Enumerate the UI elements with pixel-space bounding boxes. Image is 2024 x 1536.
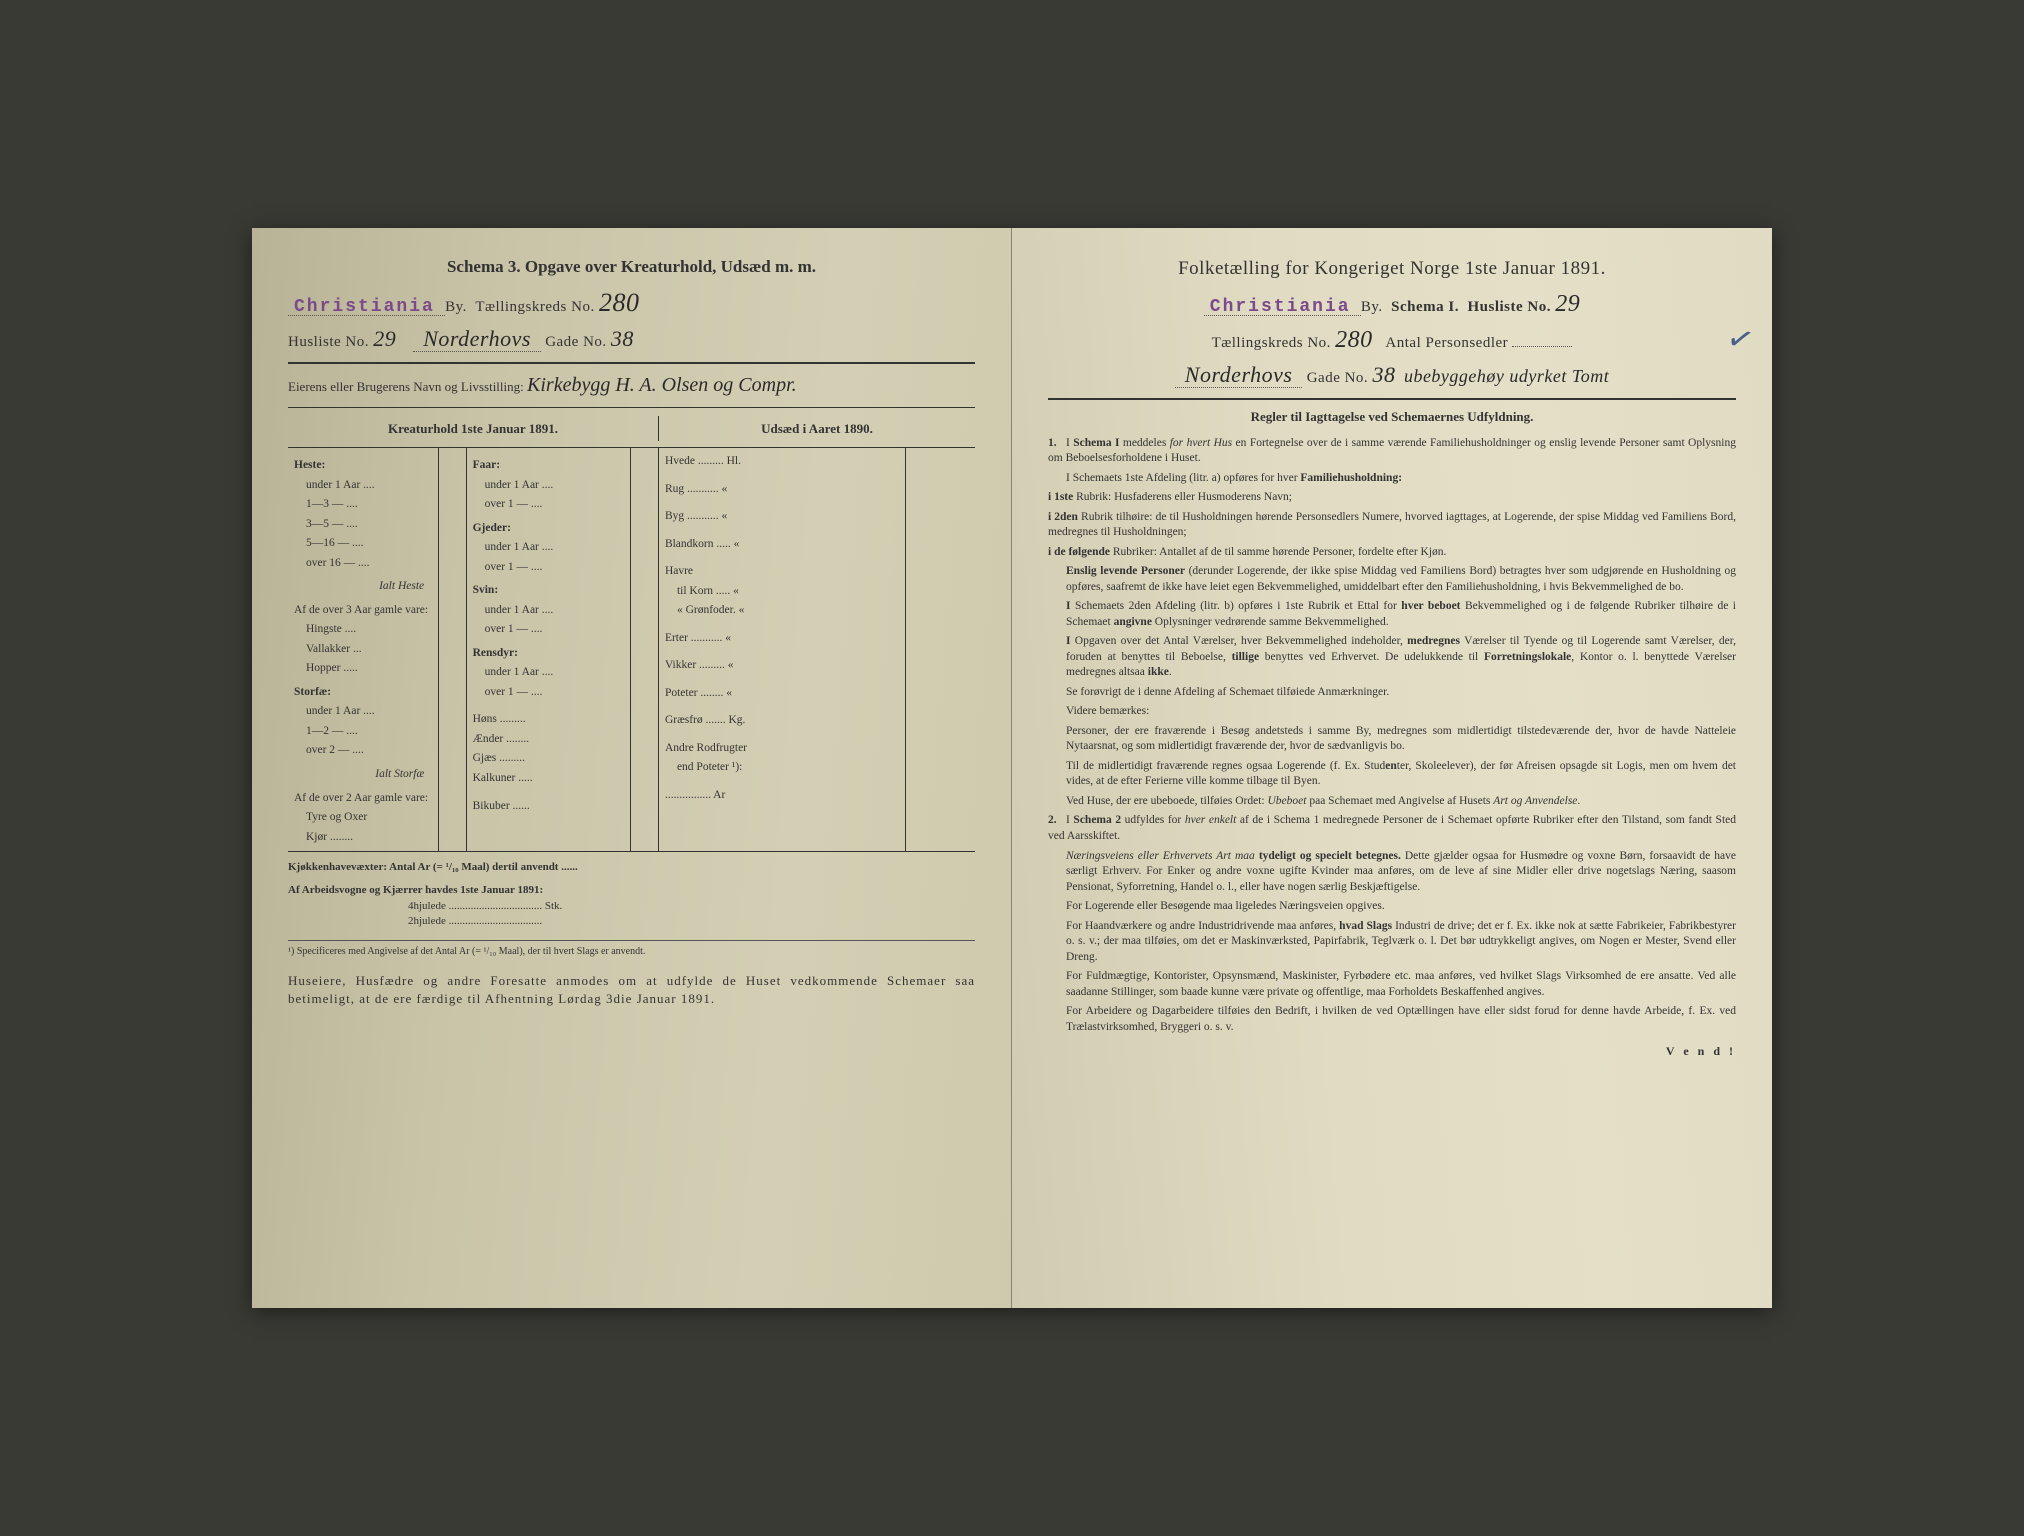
rules-title: Regler til Iagttagelse ved Schemaernes U…: [1048, 408, 1736, 426]
document-spread: Schema 3. Opgave over Kreaturhold, Udsæd…: [252, 228, 1772, 1308]
census-title: Folketælling for Kongeriget Norge 1ste J…: [1048, 256, 1736, 282]
city-stamp-left: Christiania: [294, 297, 435, 317]
col-heste: Heste: under 1 Aar .... 1—3 — .... 3—5 —…: [288, 448, 439, 851]
street-left: Norderhovs: [413, 326, 541, 352]
owner-row: Eierens eller Brugerens Navn og Livsstil…: [288, 372, 975, 399]
by-label: By.: [445, 299, 467, 315]
footnote: ¹) Specificeres med Angivelse af det Ant…: [288, 940, 975, 959]
instructions: Huseiere, Husfædre og andre Foresatte an…: [288, 972, 975, 1007]
page-left: Schema 3. Opgave over Kreaturhold, Udsæd…: [252, 228, 1012, 1308]
left-header-line2: Husliste No. 29 Norderhovs Gade No. 38: [288, 324, 975, 354]
kjokken-line: Kjøkkenhavevæxter: Antal Ar (= ¹/₁₀ Maal…: [288, 860, 975, 875]
street-right: Norderhovs: [1175, 362, 1303, 388]
schema3-title: Schema 3. Opgave over Kreaturhold, Udsæd…: [288, 256, 975, 279]
vend-label: V e n d !: [1048, 1043, 1736, 1059]
col-udsaed: Hvede ......... Hl. Rug ........... « By…: [659, 448, 906, 851]
margin-note: ubebyggehøy udyrket Tomt: [1404, 366, 1609, 386]
husliste-no: 29: [373, 326, 396, 351]
main-table: Heste: under 1 Aar .... 1—3 — .... 3—5 —…: [288, 447, 975, 852]
tk-label: Tællingskreds No.: [475, 299, 594, 315]
checkmark-icon: ✓: [1722, 315, 1759, 364]
page-right: ✓ Folketælling for Kongeriget Norge 1ste…: [1012, 228, 1772, 1308]
right-header-line1: Christiania By. Schema I. Husliste No. 2…: [1048, 288, 1736, 320]
rules-body: 1.I Schema I meddeles for hvert Hus en F…: [1048, 436, 1736, 1036]
city-stamp-right: Christiania: [1210, 297, 1351, 317]
left-header-line1: Christiania By. Tællingskreds No. 280: [288, 285, 975, 320]
tk-no: 280: [599, 288, 640, 317]
owner-label: Eierens eller Brugerens Navn og Livsstil…: [288, 379, 524, 394]
gade-label: Gade No.: [545, 334, 606, 350]
right-header-line3: Norderhovs Gade No. 38 ubebyggehøy udyrk…: [1048, 360, 1736, 390]
gade-no: 38: [611, 326, 634, 351]
udsaed-header: Udsæd i Aaret 1890.: [659, 416, 975, 442]
col-faar: Faar: under 1 Aar .... over 1 — .... Gje…: [467, 448, 632, 851]
vogne-block: Af Arbeidsvogne og Kjærrer havdes 1ste J…: [288, 883, 975, 929]
kreatur-header: Kreaturhold 1ste Januar 1891.: [288, 416, 659, 442]
husliste-label: Husliste No.: [288, 334, 369, 350]
tk-no-right: 280: [1335, 327, 1373, 353]
gade-no-right: 38: [1372, 362, 1395, 387]
husliste-no-right: 29: [1555, 291, 1580, 317]
owner-name: Kirkebygg H. A. Olsen og Compr.: [527, 374, 797, 396]
right-header-line2: Tællingskreds No. 280 Antal Personsedler: [1048, 324, 1736, 356]
